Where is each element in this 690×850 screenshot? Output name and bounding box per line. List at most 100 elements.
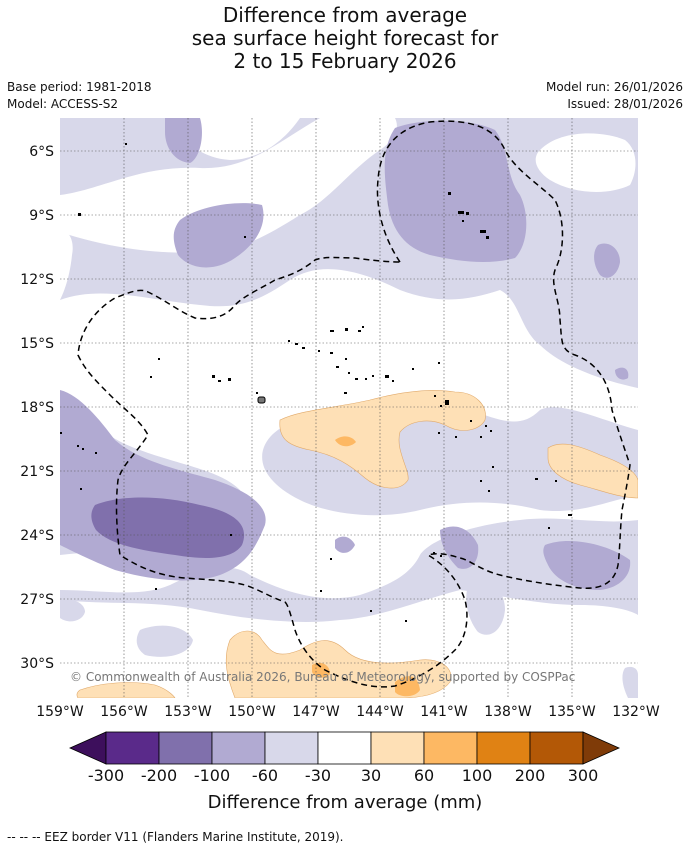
island: [77, 445, 79, 447]
lon-label: 159°W: [36, 704, 84, 720]
colorbar-label: 300: [567, 766, 599, 785]
lon-label: 153°W: [164, 704, 212, 720]
island: [568, 514, 572, 516]
island: [60, 432, 62, 434]
island: [218, 380, 221, 382]
island: [490, 430, 492, 432]
island: [372, 375, 374, 377]
island: [365, 378, 367, 380]
colorbar-arrow-low: [69, 731, 107, 765]
lat-label: 15°S: [20, 336, 54, 352]
weak-negative-south-2: [136, 625, 193, 657]
island: [288, 340, 290, 342]
positive-region-south: [225, 630, 452, 698]
island: [392, 380, 394, 382]
negative-region-southeast: [543, 540, 631, 590]
colorbar-segment: [476, 731, 531, 765]
island: [548, 527, 550, 529]
island: [555, 480, 557, 482]
colorbar-segment: [158, 731, 213, 765]
island: [125, 143, 127, 145]
colorbar-label: -300: [87, 766, 125, 785]
colorbar-label: 100: [461, 766, 493, 785]
colorbar: [69, 731, 620, 765]
island: [412, 368, 414, 370]
island: [466, 212, 469, 215]
lon-label: 135°W: [548, 704, 596, 720]
neutral-region-west: [60, 231, 73, 300]
latitude-labels: 6°S 9°S 12°S 15°S 18°S 21°S 24°S 27°S 30…: [20, 144, 54, 672]
model-name: Model: ACCESS-S2: [7, 97, 119, 111]
island: [80, 488, 82, 490]
island: [78, 213, 81, 216]
island: [336, 366, 339, 368]
positive-region-southwest: [76, 682, 176, 698]
negative-region-tiny-east: [615, 367, 629, 380]
island: [492, 466, 494, 468]
lat-label: 12°S: [20, 272, 54, 288]
issued-date: Issued: 28/01/2026: [567, 97, 683, 111]
title-line-3: 2 to 15 February 2026: [233, 49, 457, 73]
map-title: Difference from average sea surface heig…: [0, 4, 690, 73]
strong-negative-region: [91, 497, 245, 558]
lat-label: 9°S: [29, 208, 54, 224]
lon-label: 150°W: [228, 704, 276, 720]
island: [330, 330, 334, 332]
island: [155, 588, 157, 590]
meta-left: Base period: 1981-2018 Model: ACCESS-S2: [7, 79, 152, 113]
model-run: Model run: 26/01/2026: [545, 80, 683, 94]
island: [440, 405, 442, 407]
neutral-region-northeast: [535, 133, 636, 192]
island: [480, 480, 482, 482]
lat-label: 21°S: [20, 464, 54, 480]
island: [230, 534, 232, 536]
island: [448, 192, 451, 195]
lon-label: 138°W: [484, 704, 532, 720]
lon-label: 156°W: [100, 704, 148, 720]
island: [440, 555, 442, 557]
island-large: [257, 396, 266, 404]
moderate-positive-spot-2: [312, 662, 330, 678]
negative-region-east-small: [594, 243, 620, 278]
island: [344, 392, 347, 394]
island: [480, 230, 486, 233]
colorbar-label: 30: [360, 766, 382, 785]
island: [438, 362, 440, 364]
colorbar-segment: [529, 731, 584, 765]
longitude-labels: 159°W 156°W 153°W 150°W 147°W 144°W 141°…: [36, 704, 660, 720]
island: [535, 478, 538, 480]
island: [455, 436, 457, 438]
moderate-positive-spot-1: [335, 436, 356, 447]
positive-region-central: [279, 390, 486, 489]
lat-label: 18°S: [20, 400, 54, 416]
eez-border: [77, 120, 631, 688]
weak-negative-south-3: [60, 599, 85, 622]
island: [488, 490, 490, 492]
island: [212, 375, 215, 378]
colorbar-segment: [211, 731, 266, 765]
colorbar-title: Difference from average (mm): [207, 792, 483, 813]
negative-region-small-spot: [335, 536, 355, 553]
moderate-positive-spot-3: [395, 676, 420, 697]
island: [433, 552, 435, 554]
island: [330, 352, 333, 354]
island: [458, 211, 464, 214]
island: [320, 590, 322, 592]
lon-label: 144°W: [356, 704, 404, 720]
island: [330, 558, 332, 560]
colorbar-label: -30: [304, 766, 332, 785]
island: [348, 372, 350, 374]
colorbar-label: -100: [193, 766, 231, 785]
island: [445, 400, 449, 405]
island: [486, 236, 489, 239]
island: [405, 620, 407, 622]
island: [318, 350, 320, 352]
colorbar-segment: [317, 731, 372, 765]
island: [370, 610, 372, 612]
colorbar-label: 200: [514, 766, 546, 785]
weak-negative-south-4: [622, 666, 638, 698]
island: [82, 448, 84, 450]
colorbar-label: 60: [413, 766, 435, 785]
island: [295, 343, 298, 345]
